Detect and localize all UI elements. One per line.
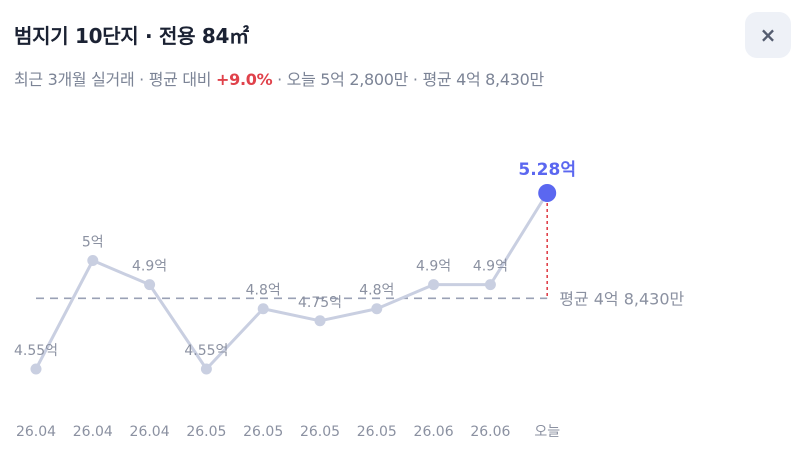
page-title: 범지기 10단지 · 전용 84㎡ xyxy=(14,24,249,48)
data-label: 4.55억 xyxy=(14,343,58,359)
x-tick-label: 26.05 xyxy=(357,424,397,440)
x-tick-label: 오늘 xyxy=(534,424,560,440)
data-label: 4.9억 xyxy=(132,259,167,275)
x-tick-label: 26.06 xyxy=(414,424,454,440)
subtitle-suffix: · 오늘 5억 2,800만 · 평균 4억 8,430만 xyxy=(272,70,544,89)
data-point xyxy=(257,303,269,315)
data-point xyxy=(200,363,212,375)
data-point xyxy=(314,315,326,327)
x-tick-label: 26.05 xyxy=(186,424,226,440)
data-point xyxy=(87,255,99,267)
close-button[interactable]: × xyxy=(745,12,791,58)
data-point xyxy=(484,279,496,291)
x-tick-label: 26.05 xyxy=(243,424,283,440)
data-point xyxy=(428,279,440,291)
x-tick-label: 26.05 xyxy=(300,424,340,440)
x-tick-label: 26.04 xyxy=(73,424,113,440)
data-point xyxy=(30,363,42,375)
subtitle: 최근 3개월 실거래 · 평균 대비 +9.0% · 오늘 5억 2,800만 … xyxy=(14,66,544,90)
data-label: 4.8억 xyxy=(359,283,394,299)
x-tick-label: 26.04 xyxy=(16,424,56,440)
subtitle-prefix: 최근 3개월 실거래 · 평균 대비 xyxy=(14,70,217,89)
highlight-data-label: 5.28억 xyxy=(518,160,576,180)
data-label: 4.8억 xyxy=(246,283,281,299)
data-point xyxy=(144,279,156,291)
data-label: 5억 xyxy=(82,235,104,251)
data-label: 4.9억 xyxy=(416,259,451,275)
average-label: 평균 4억 8,430만 xyxy=(559,289,684,308)
price-diff-badge: +9.0% xyxy=(216,70,273,89)
highlight-data-point xyxy=(538,184,557,202)
x-tick-label: 26.06 xyxy=(470,424,510,440)
price-series-line xyxy=(34,192,549,371)
close-icon: × xyxy=(759,23,777,47)
x-tick-label: 26.04 xyxy=(130,424,170,440)
data-label: 4.9억 xyxy=(473,259,508,275)
data-point xyxy=(371,303,383,315)
data-label: 4.75억 xyxy=(298,295,342,311)
data-label: 4.55억 xyxy=(184,343,228,359)
